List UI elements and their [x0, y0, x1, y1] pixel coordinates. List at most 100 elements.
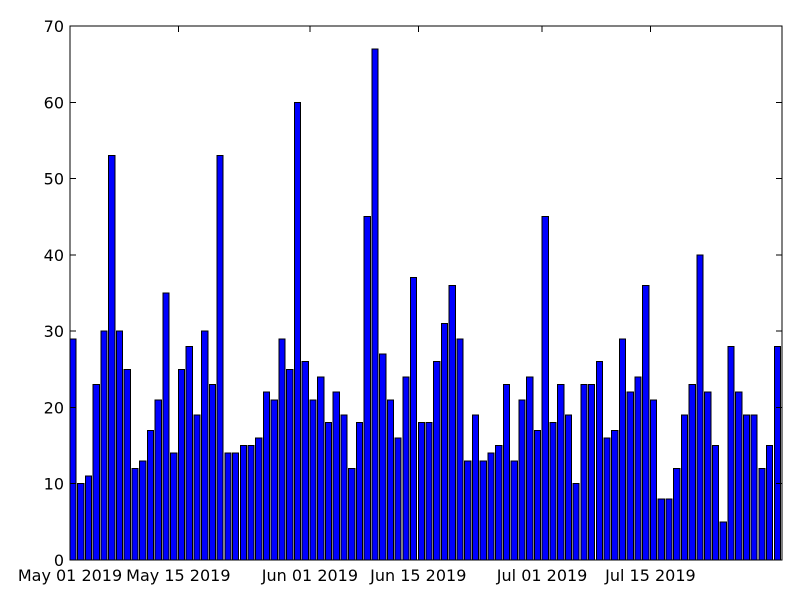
bar — [185, 345, 193, 561]
bar — [680, 414, 689, 561]
bar — [100, 330, 108, 561]
bar — [634, 376, 642, 561]
y-tick-label: 60 — [44, 93, 64, 112]
bar — [301, 361, 309, 561]
bar — [247, 445, 255, 561]
bar — [564, 414, 572, 561]
bar — [673, 467, 681, 561]
bar — [557, 384, 565, 561]
bar — [146, 429, 155, 561]
y-tick-label: 30 — [44, 322, 64, 341]
bar — [123, 368, 131, 561]
bar — [317, 376, 325, 561]
bar — [735, 391, 743, 561]
bar — [750, 414, 758, 561]
bar — [139, 460, 147, 561]
bar — [324, 422, 333, 561]
bar — [711, 445, 720, 561]
x-axis: May 01 2019 May 15 2019 Jun 01 2019 Jun 15 … — [18, 26, 696, 585]
x-tick-label: Jul 01 2019 — [496, 566, 588, 585]
bar — [410, 277, 418, 561]
bar — [286, 368, 294, 561]
bar — [177, 368, 186, 561]
bar — [727, 345, 735, 561]
bar — [348, 467, 356, 561]
bars-group — [69, 48, 781, 561]
bar — [371, 48, 379, 561]
bar — [464, 460, 472, 561]
bar — [649, 399, 658, 561]
x-tick-label: May 01 2019 — [18, 566, 122, 585]
bar — [618, 338, 627, 561]
bar — [440, 323, 449, 561]
bar — [518, 399, 526, 561]
bar — [541, 216, 549, 561]
bar — [355, 422, 364, 561]
bar — [262, 391, 271, 561]
bar — [665, 498, 673, 561]
bar — [278, 338, 286, 561]
bar — [77, 483, 85, 561]
y-tick-label: 70 — [44, 17, 64, 36]
bar — [433, 361, 441, 561]
bar — [402, 376, 410, 561]
plot-frame — [69, 25, 783, 561]
y-tick-label: 40 — [44, 246, 64, 265]
bar — [239, 445, 247, 561]
bar — [255, 437, 263, 561]
bar — [379, 353, 387, 561]
bar — [688, 384, 696, 561]
bar — [696, 254, 704, 561]
bar — [742, 414, 750, 561]
bar — [425, 422, 433, 561]
bar — [572, 483, 580, 561]
bar — [270, 399, 278, 561]
bar — [309, 399, 317, 561]
bar — [595, 361, 603, 561]
bar — [224, 452, 232, 561]
bar — [766, 445, 774, 561]
bar — [626, 391, 634, 561]
bar — [193, 414, 201, 561]
bar — [479, 460, 487, 561]
bar — [471, 414, 480, 561]
x-tick-label: Jul 15 2019 — [604, 566, 696, 585]
bar — [84, 475, 93, 561]
bar — [332, 391, 340, 561]
bar — [92, 384, 100, 561]
bar — [201, 330, 209, 561]
y-tick-label: 0 — [54, 551, 64, 570]
bar — [487, 452, 495, 561]
bar — [417, 422, 425, 561]
bar — [363, 216, 371, 561]
bar — [115, 330, 124, 561]
bar — [773, 345, 781, 561]
bar — [611, 429, 619, 561]
bar — [588, 384, 596, 561]
bar — [216, 155, 224, 561]
bar — [131, 467, 139, 561]
bar — [495, 445, 503, 561]
bar — [170, 452, 178, 561]
bar — [719, 521, 727, 561]
bar — [603, 437, 611, 561]
x-tick-label: Jun 15 2019 — [369, 566, 466, 585]
y-axis: 0 10 20 30 40 50 60 70 — [44, 17, 782, 570]
bar — [704, 391, 712, 561]
bar — [162, 292, 170, 561]
y-tick-label: 20 — [44, 398, 64, 417]
bar — [394, 437, 402, 561]
bar — [208, 384, 216, 561]
bar — [642, 284, 650, 561]
x-tick-label: May 15 2019 — [126, 566, 230, 585]
bar — [386, 399, 394, 561]
bar — [448, 284, 456, 561]
bar — [108, 155, 116, 561]
bar — [510, 460, 518, 561]
y-tick-label: 10 — [44, 475, 64, 494]
bar — [549, 422, 557, 561]
bar — [657, 498, 665, 561]
bar — [340, 414, 348, 561]
bar — [533, 429, 542, 561]
